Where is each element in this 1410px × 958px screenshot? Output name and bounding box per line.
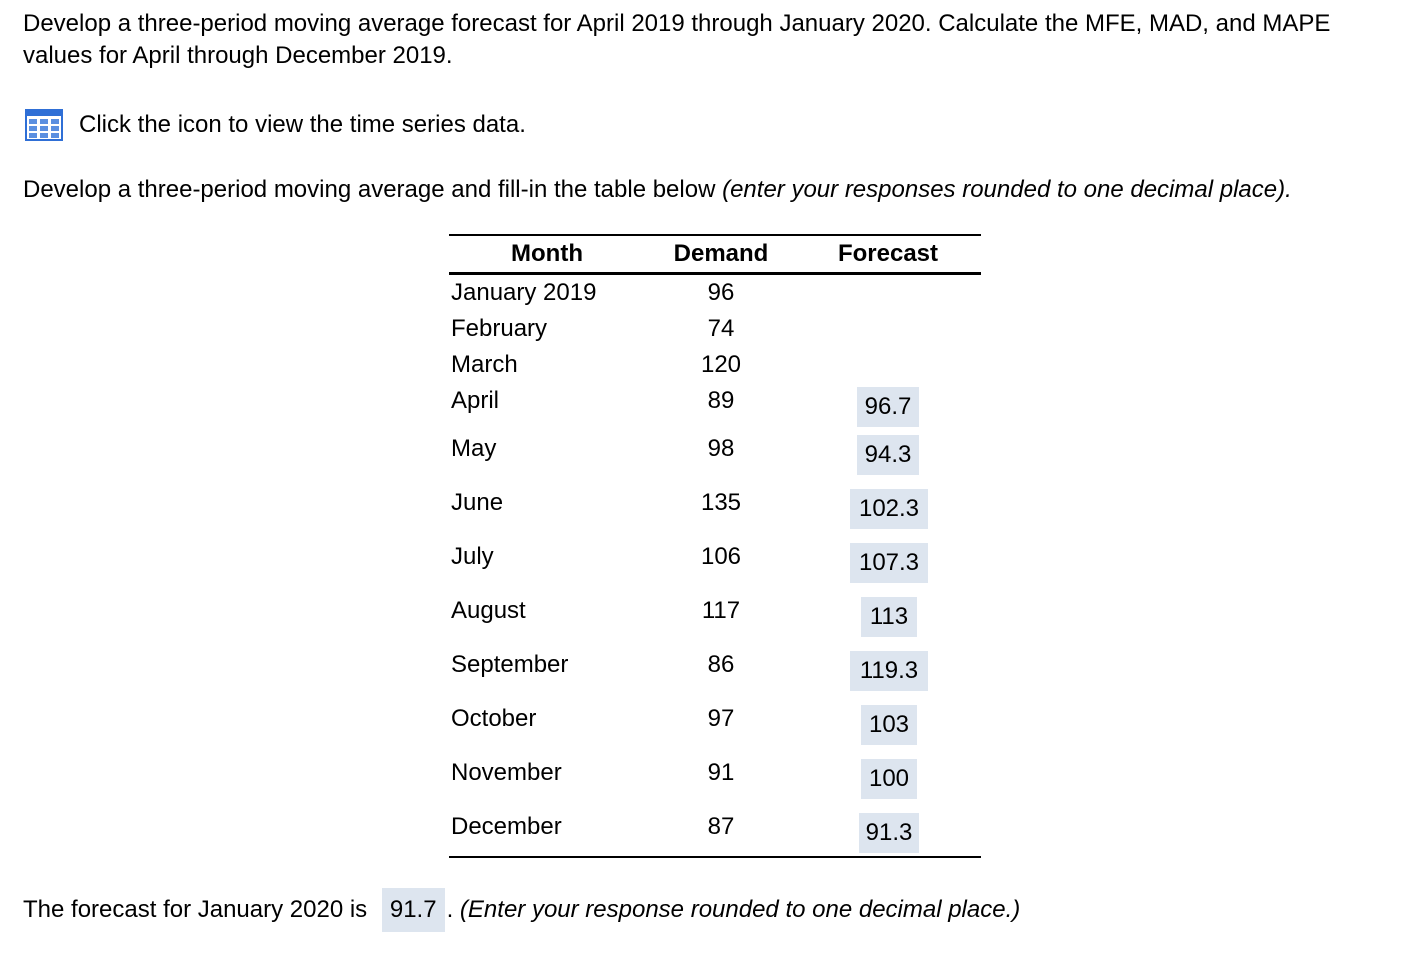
forecast-input-november[interactable]: 100 (861, 759, 917, 799)
header-month: Month (511, 240, 583, 267)
forecast-input-august[interactable]: 113 (861, 597, 917, 637)
final-forecast-line: The forecast for January 2020 is 91.7. (… (23, 888, 1020, 932)
table-row-demand: 97 (707, 705, 735, 732)
table-row-month: September (451, 651, 569, 678)
table-row-month: December (451, 813, 562, 840)
forecast-input-september[interactable]: 119.3 (850, 651, 928, 691)
table-row-month: March (451, 351, 518, 378)
table-row-month: July (451, 543, 494, 570)
table-row-demand: 89 (707, 387, 735, 414)
table-row-month: October (451, 705, 537, 732)
table-row-month: April (451, 387, 500, 414)
table-row-demand: 117 (701, 597, 741, 624)
table-row-demand: 91 (707, 759, 735, 786)
table-header-rule (449, 272, 981, 275)
header-demand: Demand (673, 240, 769, 267)
table-row-demand: 87 (707, 813, 735, 840)
final-prefix: The forecast for January 2020 is (23, 896, 368, 923)
table-row-month: November (451, 759, 562, 786)
table-instruction: Develop a three-period moving average an… (23, 174, 1292, 206)
table-row-demand: 120 (700, 351, 742, 378)
table-row-month: May (451, 435, 497, 462)
instruction-note: (enter your responses rounded to one dec… (722, 176, 1292, 203)
question-intro: Develop a three-period moving average fo… (23, 10, 1331, 69)
final-note: (Enter your response rounded to one deci… (459, 896, 1021, 923)
header-forecast: Forecast (837, 240, 939, 267)
table-row-demand: 98 (707, 435, 735, 462)
forecast-input-december[interactable]: 91.3 (859, 813, 919, 853)
table-row-month: January 2019 (451, 279, 597, 306)
table-row-month: August (451, 597, 526, 624)
table-row-month: June (451, 489, 504, 516)
january-2020-forecast-input[interactable]: 91.7 (381, 888, 445, 932)
icon-label: Click the icon to view the time series d… (79, 111, 526, 138)
table-row-demand: 96 (707, 279, 735, 306)
table-row-demand: 106 (700, 543, 742, 570)
instruction-main: Develop a three-period moving average an… (23, 176, 723, 203)
forecast-input-june[interactable]: 102.3 (850, 489, 928, 529)
final-period: . (446, 896, 454, 923)
table-row-demand: 74 (707, 315, 735, 342)
table-row-month: February (451, 315, 548, 342)
forecast-input-may[interactable]: 94.3 (857, 435, 919, 475)
time-series-icon-row: Click the icon to view the time series d… (25, 108, 526, 142)
table-bottom-rule (449, 856, 981, 858)
table-top-rule (449, 234, 981, 236)
forecast-input-october[interactable]: 103 (861, 705, 917, 745)
table-row-demand: 135 (700, 489, 742, 516)
table-row-demand: 86 (707, 651, 735, 678)
table-grid-icon[interactable] (25, 109, 63, 141)
forecast-input-july[interactable]: 107.3 (850, 543, 928, 583)
forecast-input-april[interactable]: 96.7 (857, 387, 919, 427)
